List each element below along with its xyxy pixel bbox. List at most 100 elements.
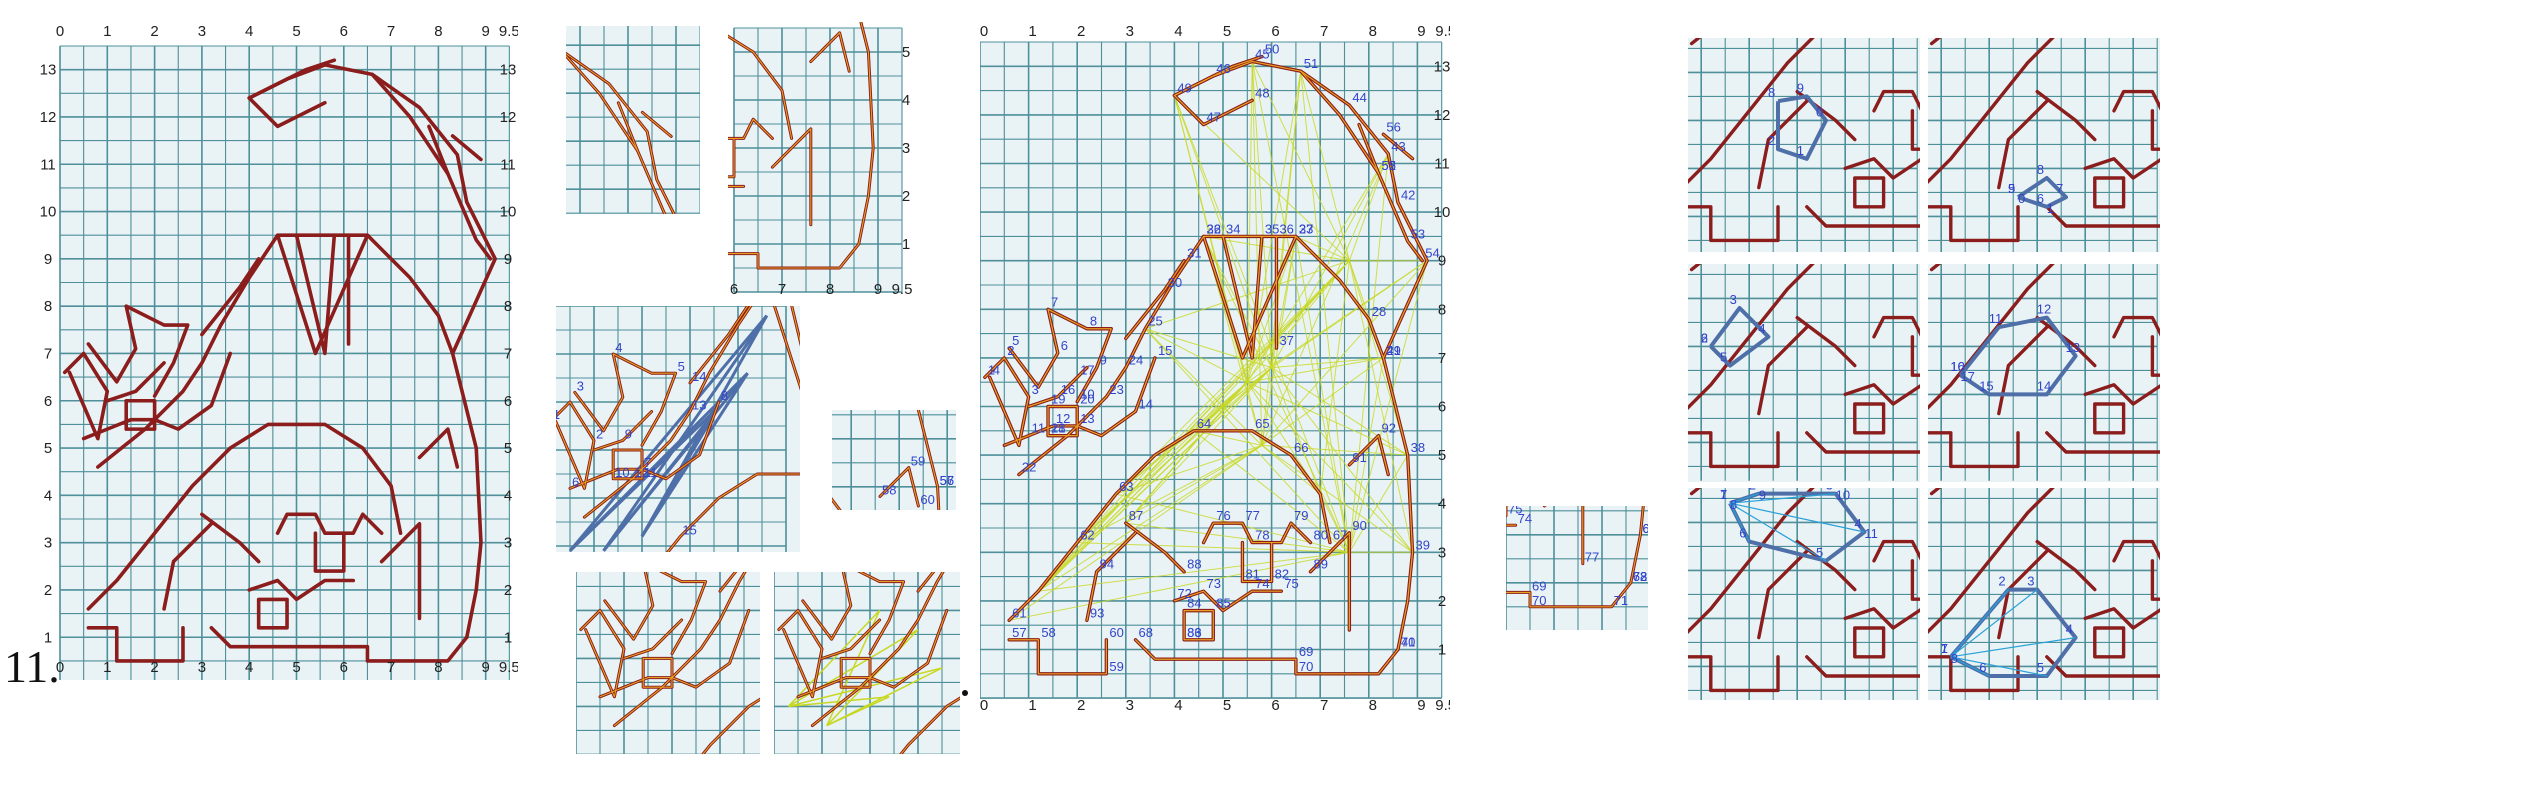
cat-outline-stroke bbox=[1843, 383, 1920, 406]
triangulation-line bbox=[1271, 357, 1384, 369]
x-tick-label-top: 9 bbox=[1417, 23, 1425, 40]
vertex-label: 91 bbox=[1352, 450, 1366, 465]
trace-overlay-stroke bbox=[1348, 435, 1389, 476]
vertex-label: 85 bbox=[1216, 596, 1230, 611]
cat-outline-stroke bbox=[728, 136, 736, 179]
x-tick-label-bottom: 1 bbox=[103, 659, 111, 676]
triangulation-line bbox=[1251, 61, 1350, 261]
vertex-label: 70 bbox=[1532, 593, 1546, 608]
vertex-label: 8 bbox=[721, 388, 728, 403]
x-tick-label-bottom: 7 bbox=[1320, 697, 1328, 712]
triangulation-line bbox=[1300, 71, 1350, 261]
trace-overlay-stroke bbox=[917, 572, 935, 592]
y-tick-label-left: 1 bbox=[44, 629, 52, 646]
step-drawing-1: 8 90 1 2 bbox=[1688, 38, 1920, 252]
triangulation-line bbox=[788, 696, 890, 708]
x-tick-label-top: 8 bbox=[434, 23, 442, 40]
vertex-label: 11 bbox=[644, 465, 658, 480]
trace-overlay-stroke bbox=[917, 410, 940, 510]
vertex-label: 8 bbox=[2037, 162, 2044, 177]
triangulation-line bbox=[1173, 95, 1350, 553]
triangulation-line bbox=[1193, 430, 1350, 553]
triangulation-line bbox=[1076, 444, 1263, 544]
trace-overlay-stroke bbox=[583, 306, 752, 518]
triangulation-line bbox=[1076, 260, 1350, 543]
vertex-label: 69 bbox=[1299, 644, 1313, 659]
vertex-label: 2 bbox=[1007, 343, 1014, 358]
vertex-label: 77 bbox=[1245, 508, 1259, 523]
step-drawing-3: 2 3 4 56 bbox=[1688, 264, 1920, 481]
vertex-label: 5 bbox=[1012, 333, 1019, 348]
vertex-label: 1 bbox=[1941, 641, 1948, 656]
cat-outline-stroke bbox=[105, 361, 166, 403]
vertex-label: 6 bbox=[1701, 330, 1708, 345]
vertex-label: 51 bbox=[1304, 56, 1318, 71]
vertex-label: 55 bbox=[1382, 158, 1396, 173]
triangulation-line bbox=[1271, 153, 1389, 368]
triangulation-line bbox=[1261, 236, 1297, 446]
vertex-label: 29 bbox=[1386, 343, 1400, 358]
trace-overlay-stroke bbox=[1630, 506, 1644, 584]
vertex-label: 84 bbox=[1187, 596, 1201, 611]
trace-overlay-stroke bbox=[1543, 506, 1584, 565]
cat-outline-stroke bbox=[1872, 315, 1920, 339]
vertex-label: 14 bbox=[1139, 396, 1153, 411]
triangulation-line bbox=[1125, 260, 1350, 524]
vertex-label: 3 bbox=[1730, 292, 1737, 307]
y-tick-label-right: 6 bbox=[1438, 399, 1446, 416]
trace-overlay-stroke bbox=[574, 353, 677, 446]
triangulation-line bbox=[1144, 328, 1350, 553]
trace-overlay-stroke bbox=[1086, 532, 1137, 621]
vertex-label: 10 bbox=[615, 465, 629, 480]
vertex-label: 5 bbox=[678, 359, 685, 374]
vertex-label: 36 bbox=[1279, 221, 1293, 236]
vertex-label: 24 bbox=[1129, 353, 1143, 368]
vertex-label: 47 bbox=[1207, 110, 1221, 125]
vertex-label: 6 bbox=[1979, 660, 1986, 675]
cat-outline-stroke bbox=[1688, 655, 1780, 693]
cat-outline-stroke bbox=[1757, 325, 1809, 416]
x-tick-label-top: 9.5 bbox=[499, 23, 518, 40]
vertex-label: 50 bbox=[1265, 42, 1279, 57]
vertex-label: 33 bbox=[1299, 221, 1313, 236]
x-tick-label-top: 3 bbox=[1126, 23, 1134, 40]
trace-overlay-stroke bbox=[773, 306, 800, 388]
fan-line bbox=[568, 314, 768, 552]
vertex-label: 16 bbox=[1950, 359, 1964, 374]
triangulation-line bbox=[1145, 260, 1350, 330]
vertex-label: 92 bbox=[1382, 421, 1396, 436]
cat-outline-stroke bbox=[256, 597, 289, 630]
fan-line bbox=[1729, 493, 1759, 504]
vertex-label: 54 bbox=[1425, 246, 1439, 261]
vertex-label: 18 bbox=[1051, 421, 1065, 436]
vertex-label: 32 bbox=[1207, 221, 1221, 236]
trace-overlay-stroke bbox=[1125, 260, 1185, 340]
x-tick-label-top: 4 bbox=[1174, 23, 1182, 40]
x-tick-label-top: 6 bbox=[1271, 23, 1279, 40]
fan-line bbox=[568, 405, 720, 552]
triangulation-line bbox=[1251, 61, 1273, 368]
trace-overlay-stroke bbox=[802, 572, 905, 655]
trace-overlay-stroke bbox=[1382, 133, 1414, 160]
y-tick-label-right: 6 bbox=[504, 393, 512, 410]
vertex-label: 64 bbox=[1197, 416, 1211, 431]
cat-outline-stroke bbox=[2083, 607, 2160, 630]
vertex-label: 43 bbox=[1391, 139, 1405, 154]
vertex-label: 17 bbox=[1080, 362, 1094, 377]
cat-outline-stroke bbox=[2045, 655, 2160, 678]
cat-outline-stroke bbox=[313, 531, 346, 573]
triangulation-line bbox=[1348, 153, 1389, 553]
vertex-label: 7 bbox=[2056, 181, 2063, 196]
vertex-label: 68 bbox=[1633, 569, 1647, 584]
vertex-label: 69 bbox=[1532, 578, 1546, 593]
fan-line bbox=[602, 405, 720, 552]
trace-overlay-stroke bbox=[771, 128, 812, 226]
x-tick-label-bottom: 3 bbox=[1126, 697, 1134, 712]
vertex-label: 87 bbox=[1129, 508, 1143, 523]
vertex-label: 60 bbox=[920, 492, 934, 507]
vertex-label: 74 bbox=[1255, 576, 1269, 591]
grid-background bbox=[566, 26, 700, 214]
trace-overlay-stroke bbox=[1202, 522, 1312, 544]
